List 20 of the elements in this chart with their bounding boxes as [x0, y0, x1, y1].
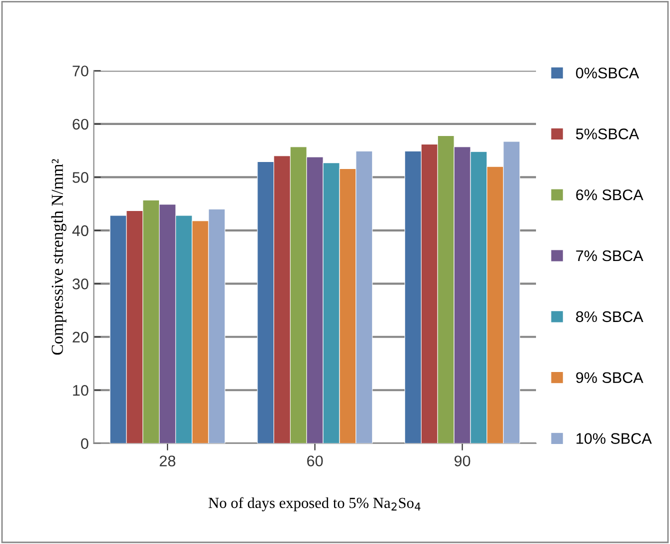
- y-tick-label: 40: [72, 225, 88, 236]
- legend-label: 8% SBCA: [576, 311, 644, 322]
- legend-label: 5%SBCA: [576, 128, 640, 140]
- legend-label: 9% SBCA: [576, 372, 644, 384]
- y-tick-label: 50: [72, 172, 88, 183]
- legend-label: 0%SBCA: [576, 68, 640, 78]
- legend-label: 10% SBCA: [576, 433, 652, 444]
- y-axis-title: Compressive strength N/mm²: [51, 159, 66, 355]
- x-tick-label: 90: [454, 456, 470, 466]
- legend-label: 6% SBCA: [576, 189, 644, 200]
- x-tick-label: 60: [307, 456, 323, 466]
- y-tick-label: 70: [72, 66, 88, 76]
- x-tick-label: 28: [160, 456, 176, 466]
- y-tick-label: 20: [72, 332, 88, 343]
- y-tick-label: 30: [72, 278, 88, 290]
- x-axis-title: No of days exposed to 5% Na$_{2}$So$_{4}$: [208, 497, 420, 512]
- y-tick-label: 60: [72, 118, 88, 130]
- legend-label: 7% SBCA: [576, 250, 644, 262]
- y-tick-label: 10: [73, 384, 88, 396]
- y-tick-label: 0: [81, 438, 88, 450]
